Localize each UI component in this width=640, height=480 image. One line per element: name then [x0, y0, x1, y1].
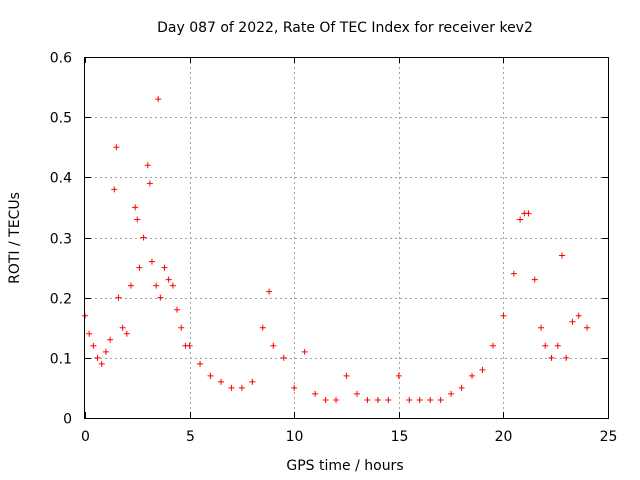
y-tick-label: 0.2	[50, 292, 72, 308]
y-tick-label: 0.5	[50, 111, 72, 127]
data-point	[353, 390, 360, 397]
data-point	[575, 312, 582, 319]
y-tick-label: 0	[63, 412, 72, 428]
data-point	[115, 294, 122, 301]
data-point	[270, 342, 277, 349]
data-point	[90, 342, 97, 349]
data-point	[510, 270, 517, 277]
data-point	[174, 306, 181, 313]
data-point	[136, 264, 143, 271]
data-point	[584, 324, 591, 331]
y-tick-label: 0.3	[50, 232, 72, 248]
data-point	[525, 210, 532, 217]
data-point	[558, 252, 565, 259]
data-point	[301, 348, 308, 355]
data-point	[148, 258, 155, 265]
data-point	[86, 330, 93, 337]
data-point	[280, 354, 287, 361]
data-point	[531, 276, 538, 283]
data-point	[569, 318, 576, 325]
data-point	[385, 396, 392, 403]
x-tick-label: 0	[81, 429, 90, 445]
data-point	[144, 162, 151, 169]
data-point	[538, 324, 545, 331]
data-point	[161, 264, 168, 271]
x-axis-ticks: 0 5 10 15 20 25	[81, 57, 617, 445]
data-point	[169, 282, 176, 289]
data-point	[207, 372, 214, 379]
data-point	[197, 360, 204, 367]
data-point	[146, 180, 153, 187]
data-point	[249, 378, 256, 385]
y-axis-label: ROTI / TECUs	[7, 192, 23, 284]
data-point	[427, 396, 434, 403]
grid	[85, 57, 608, 418]
data-point	[343, 372, 350, 379]
data-point	[479, 366, 486, 373]
x-tick-label: 20	[495, 429, 513, 445]
data-point	[134, 216, 141, 223]
data-point	[500, 312, 507, 319]
data-point	[458, 384, 465, 391]
y-axis-ticks: 0 0.1 0.2 0.3 0.4 0.5 0.6	[50, 51, 608, 428]
data-point	[312, 390, 319, 397]
data-point	[406, 396, 413, 403]
data-point	[416, 396, 423, 403]
data-point	[132, 204, 139, 211]
data-point	[259, 324, 266, 331]
data-point	[238, 384, 245, 391]
data-point	[111, 186, 118, 193]
data-point	[217, 378, 224, 385]
data-point	[563, 354, 570, 361]
data-point	[155, 96, 162, 103]
data-point	[448, 390, 455, 397]
data-point	[186, 342, 193, 349]
data-point	[140, 234, 147, 241]
data-point	[333, 396, 340, 403]
data-point	[102, 348, 109, 355]
x-tick-label: 5	[186, 429, 195, 445]
data-point	[119, 324, 126, 331]
data-point	[542, 342, 549, 349]
data-point	[157, 294, 164, 301]
data-point	[489, 342, 496, 349]
data-point	[113, 144, 120, 151]
data-points	[82, 96, 591, 403]
y-tick-label: 0.6	[50, 51, 72, 67]
data-point	[266, 288, 273, 295]
data-point	[554, 342, 561, 349]
data-point	[153, 282, 160, 289]
data-point	[469, 372, 476, 379]
data-point	[228, 384, 235, 391]
data-point	[178, 324, 185, 331]
plot-frame	[84, 57, 609, 419]
x-tick-label: 25	[600, 429, 618, 445]
data-point	[98, 360, 105, 367]
chart-title: Day 087 of 2022, Rate Of TEC Index for r…	[157, 20, 533, 36]
data-point	[94, 354, 101, 361]
y-tick-label: 0.1	[50, 352, 72, 368]
data-point	[291, 384, 298, 391]
data-point	[123, 330, 130, 337]
data-point	[548, 354, 555, 361]
data-point	[165, 276, 172, 283]
data-point	[364, 396, 371, 403]
data-point	[107, 336, 114, 343]
y-tick-label: 0.4	[50, 171, 72, 187]
data-point	[322, 396, 329, 403]
data-point	[128, 282, 135, 289]
data-point	[517, 216, 524, 223]
data-point	[437, 396, 444, 403]
data-point	[374, 396, 381, 403]
data-point	[395, 372, 402, 379]
x-tick-label: 10	[286, 429, 304, 445]
x-tick-label: 15	[391, 429, 409, 445]
x-axis-label: GPS time / hours	[286, 458, 403, 474]
